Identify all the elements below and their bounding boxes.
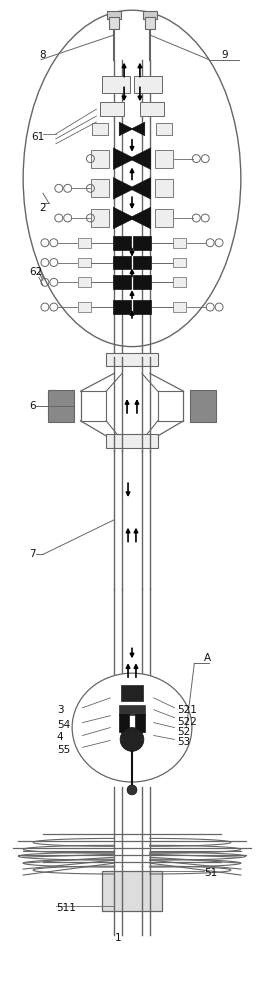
Bar — [133, 236, 151, 250]
Ellipse shape — [72, 673, 192, 782]
Circle shape — [120, 728, 144, 751]
Bar — [92, 123, 108, 135]
Bar — [109, 17, 119, 29]
Bar — [133, 300, 151, 314]
Bar — [133, 275, 151, 289]
Circle shape — [127, 785, 137, 795]
Bar — [140, 102, 164, 116]
Bar — [143, 11, 157, 19]
Text: 55: 55 — [57, 745, 70, 755]
Text: 52: 52 — [177, 727, 191, 737]
Bar — [173, 277, 186, 287]
Bar — [173, 302, 186, 312]
Bar — [133, 256, 151, 269]
Polygon shape — [113, 148, 135, 170]
Bar — [173, 258, 186, 267]
Bar — [91, 179, 109, 197]
Text: 1: 1 — [115, 933, 122, 943]
Text: 54: 54 — [57, 720, 70, 730]
Bar — [121, 685, 143, 701]
Bar — [119, 714, 129, 732]
Bar — [106, 434, 158, 448]
Bar — [78, 238, 91, 248]
Bar — [135, 714, 145, 732]
Polygon shape — [129, 148, 151, 170]
Text: A: A — [204, 653, 211, 663]
Text: 9: 9 — [221, 50, 228, 60]
Bar — [155, 179, 173, 197]
Polygon shape — [113, 177, 135, 199]
Bar — [78, 302, 91, 312]
Polygon shape — [119, 122, 133, 136]
Bar — [145, 17, 155, 29]
Bar — [173, 238, 186, 248]
Text: 8: 8 — [39, 50, 46, 60]
Bar — [106, 353, 158, 366]
Polygon shape — [129, 207, 151, 229]
Text: 2: 2 — [39, 203, 46, 213]
Bar — [113, 300, 131, 314]
Bar — [119, 705, 145, 715]
Bar — [156, 123, 172, 135]
Bar — [78, 277, 91, 287]
Text: 53: 53 — [177, 737, 191, 747]
Text: 4: 4 — [57, 732, 63, 742]
Bar — [102, 871, 162, 911]
Polygon shape — [113, 207, 135, 229]
Bar — [102, 76, 130, 93]
Text: 61: 61 — [31, 132, 44, 142]
Text: 51: 51 — [204, 868, 218, 878]
Bar — [100, 102, 124, 116]
Polygon shape — [131, 122, 145, 136]
Bar — [134, 76, 162, 93]
Bar — [91, 209, 109, 227]
Bar — [155, 150, 173, 168]
Text: 6: 6 — [29, 401, 36, 411]
Bar — [113, 256, 131, 269]
Text: 522: 522 — [177, 717, 197, 727]
Bar — [107, 11, 121, 19]
Bar — [91, 150, 109, 168]
Text: 7: 7 — [29, 549, 36, 559]
Bar — [48, 390, 74, 422]
Polygon shape — [129, 177, 151, 199]
Text: 62: 62 — [29, 267, 42, 277]
Bar — [113, 236, 131, 250]
Text: 511: 511 — [56, 903, 76, 913]
Bar — [78, 258, 91, 267]
Text: 3: 3 — [57, 705, 63, 715]
Text: 521: 521 — [177, 705, 197, 715]
Bar — [190, 390, 216, 422]
Bar — [155, 209, 173, 227]
Bar — [113, 275, 131, 289]
